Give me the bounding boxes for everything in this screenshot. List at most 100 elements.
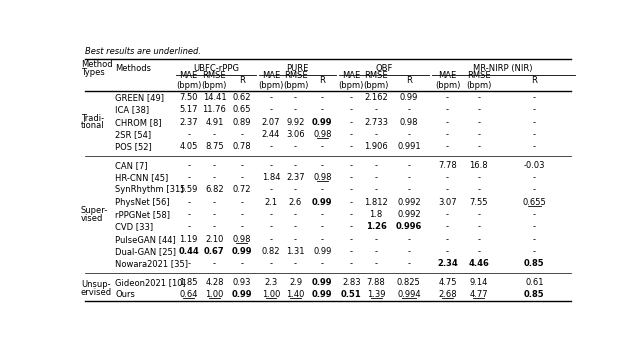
Text: -: -: [321, 210, 324, 219]
Text: 7.50: 7.50: [179, 93, 198, 102]
Text: 0.61: 0.61: [525, 278, 543, 287]
Text: 2.9: 2.9: [289, 278, 302, 287]
Text: -: -: [446, 118, 449, 127]
Text: -: -: [187, 210, 190, 219]
Text: Nowara2021 [35]: Nowara2021 [35]: [115, 260, 188, 268]
Text: -: -: [446, 235, 449, 244]
Text: -: -: [321, 93, 324, 102]
Text: 0.99: 0.99: [312, 198, 333, 207]
Text: -: -: [294, 161, 297, 170]
Text: MR-NIRP (NIR): MR-NIRP (NIR): [474, 64, 533, 73]
Text: -: -: [407, 161, 410, 170]
Text: -: -: [187, 130, 190, 139]
Text: 2.162: 2.162: [364, 93, 388, 102]
Text: 0.98: 0.98: [313, 173, 332, 182]
Text: -: -: [240, 210, 243, 219]
Text: 7.78: 7.78: [438, 161, 457, 170]
Text: 0.93: 0.93: [232, 278, 251, 287]
Text: -: -: [294, 222, 297, 232]
Text: -: -: [407, 260, 410, 268]
Text: MAE
(bpm): MAE (bpm): [435, 72, 460, 90]
Text: 11.76: 11.76: [202, 105, 227, 114]
Text: CHROM [8]: CHROM [8]: [115, 118, 162, 127]
Text: -: -: [269, 235, 273, 244]
Text: RMSE
(bpm): RMSE (bpm): [364, 72, 388, 90]
Text: -: -: [269, 105, 273, 114]
Text: Best results are underlined.: Best results are underlined.: [85, 47, 201, 57]
Text: -: -: [321, 105, 324, 114]
Text: -: -: [533, 173, 536, 182]
Text: -: -: [446, 142, 449, 151]
Text: -: -: [407, 186, 410, 194]
Text: 1.85: 1.85: [179, 278, 198, 287]
Text: ICA [38]: ICA [38]: [115, 105, 149, 114]
Text: 2.34: 2.34: [437, 260, 458, 268]
Text: -: -: [350, 235, 353, 244]
Text: -: -: [374, 173, 378, 182]
Text: -: -: [350, 247, 353, 256]
Text: -: -: [407, 235, 410, 244]
Text: -: -: [533, 93, 536, 102]
Text: 2.37: 2.37: [286, 173, 305, 182]
Text: 4.46: 4.46: [468, 260, 489, 268]
Text: 0.62: 0.62: [232, 93, 251, 102]
Text: -: -: [533, 210, 536, 219]
Text: Super-: Super-: [81, 206, 108, 216]
Text: -: -: [240, 161, 243, 170]
Text: 0.65: 0.65: [232, 105, 251, 114]
Text: -: -: [533, 186, 536, 194]
Text: -: -: [374, 235, 378, 244]
Text: -0.03: -0.03: [524, 161, 545, 170]
Text: -: -: [374, 161, 378, 170]
Text: 2.3: 2.3: [264, 278, 278, 287]
Text: -: -: [240, 130, 243, 139]
Text: -: -: [213, 260, 216, 268]
Text: -: -: [269, 161, 273, 170]
Text: 1.00: 1.00: [205, 290, 223, 299]
Text: -: -: [321, 222, 324, 232]
Text: -: -: [269, 222, 273, 232]
Text: -: -: [240, 198, 243, 207]
Text: HR-CNN [45]: HR-CNN [45]: [115, 173, 168, 182]
Text: -: -: [407, 173, 410, 182]
Text: -: -: [477, 222, 480, 232]
Text: -: -: [350, 93, 353, 102]
Text: 16.8: 16.8: [470, 161, 488, 170]
Text: -: -: [269, 186, 273, 194]
Text: -: -: [446, 93, 449, 102]
Text: 1.812: 1.812: [364, 198, 388, 207]
Text: 2.37: 2.37: [179, 118, 198, 127]
Text: -: -: [477, 142, 480, 151]
Text: 0.98: 0.98: [399, 118, 418, 127]
Text: -: -: [407, 130, 410, 139]
Text: -: -: [533, 142, 536, 151]
Text: Types: Types: [81, 68, 105, 77]
Text: RMSE
(bpm): RMSE (bpm): [283, 72, 308, 90]
Text: -: -: [187, 222, 190, 232]
Text: -: -: [269, 210, 273, 219]
Text: 0.85: 0.85: [524, 260, 545, 268]
Text: vised: vised: [81, 214, 104, 223]
Text: 0.992: 0.992: [397, 198, 420, 207]
Text: 0.99: 0.99: [312, 278, 333, 287]
Text: -: -: [477, 130, 480, 139]
Text: 0.996: 0.996: [396, 222, 422, 232]
Text: -: -: [269, 142, 273, 151]
Text: -: -: [187, 161, 190, 170]
Text: GREEN [49]: GREEN [49]: [115, 93, 164, 102]
Text: -: -: [533, 118, 536, 127]
Text: 2.07: 2.07: [262, 118, 280, 127]
Text: 0.85: 0.85: [524, 290, 545, 299]
Text: 0.99: 0.99: [313, 247, 332, 256]
Text: 0.78: 0.78: [232, 142, 251, 151]
Text: rPPGNet [58]: rPPGNet [58]: [115, 210, 170, 219]
Text: UBFC-rPPG: UBFC-rPPG: [193, 64, 239, 73]
Text: 4.91: 4.91: [205, 118, 223, 127]
Text: -: -: [321, 260, 324, 268]
Text: 0.44: 0.44: [179, 247, 199, 256]
Text: -: -: [533, 235, 536, 244]
Text: -: -: [446, 222, 449, 232]
Text: 0.994: 0.994: [397, 290, 420, 299]
Text: -: -: [213, 161, 216, 170]
Text: -: -: [350, 161, 353, 170]
